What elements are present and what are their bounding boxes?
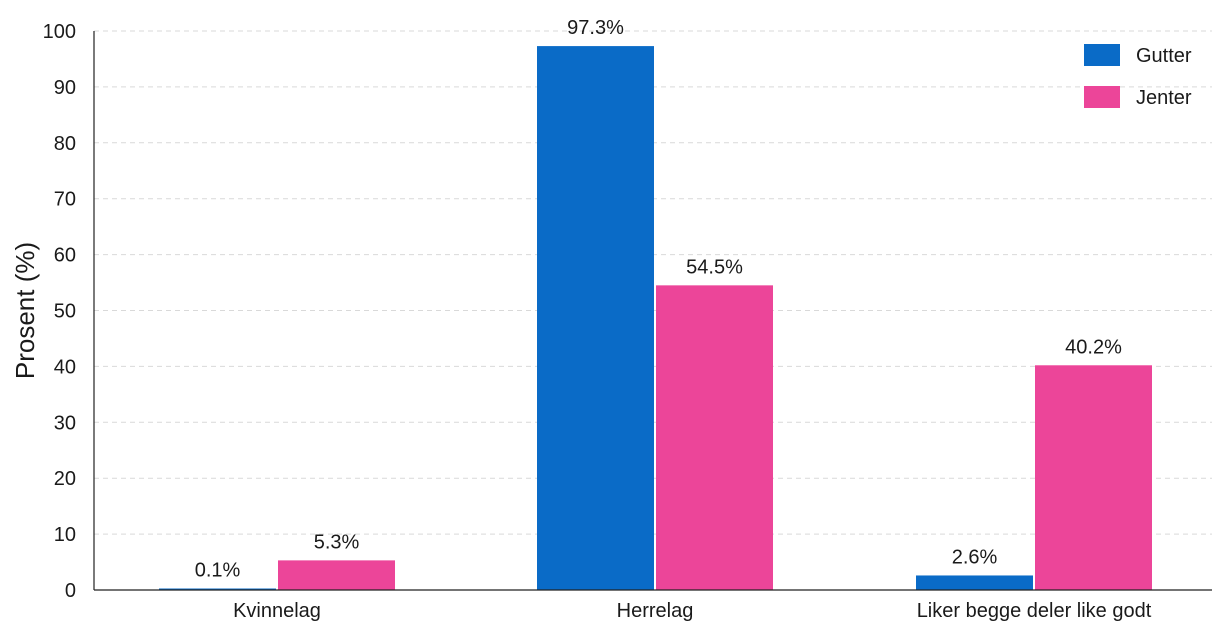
x-tick-label: Kvinnelag <box>233 600 321 622</box>
data-label: 54.5% <box>686 256 743 278</box>
axes <box>93 31 1212 591</box>
x-tick-label: Herrelag <box>617 600 694 622</box>
bar-gutter-0 <box>159 588 276 590</box>
y-tick-labels: 0 10 20 30 40 50 60 70 80 90 100 <box>43 21 76 602</box>
legend-swatch-jenter <box>1084 86 1120 108</box>
y-tick-label: 50 <box>54 301 76 323</box>
data-label: 40.2% <box>1065 336 1122 358</box>
y-tick-label: 60 <box>54 245 76 267</box>
bar-gutter-1 <box>537 46 654 590</box>
y-axis-title: Prosent (%) <box>10 242 40 379</box>
y-tick-label: 70 <box>54 189 76 211</box>
legend-label-jenter: Jenter <box>1136 87 1192 109</box>
x-tick-label: Liker begge deler like godt <box>917 600 1152 622</box>
x-tick-labels: Kvinnelag Herrelag Liker begge deler like … <box>233 600 1152 622</box>
bar-jenter-1 <box>656 285 773 590</box>
bar-jenter-0 <box>278 560 395 590</box>
legend-label-gutter: Gutter <box>1136 45 1192 67</box>
y-tick-label: 10 <box>54 524 76 546</box>
legend: Gutter Jenter <box>1084 44 1192 109</box>
y-tick-label: 30 <box>54 412 76 434</box>
bars <box>159 46 1152 590</box>
y-tick-label: 100 <box>43 21 76 43</box>
y-tick-label: 80 <box>54 133 76 155</box>
data-label: 97.3% <box>567 17 624 39</box>
y-tick-label: 90 <box>54 77 76 99</box>
y-tick-label: 40 <box>54 356 76 378</box>
legend-swatch-gutter <box>1084 44 1120 66</box>
data-label: 2.6% <box>952 546 998 568</box>
data-labels: 0.1% 5.3% 97.3% 54.5% 2.6% 40.2% <box>195 17 1122 581</box>
y-tick-label: 20 <box>54 468 76 490</box>
data-label: 0.1% <box>195 560 241 582</box>
data-label: 5.3% <box>314 531 360 553</box>
y-tick-label: 0 <box>65 580 76 602</box>
bar-gutter-2 <box>916 575 1033 590</box>
bar-jenter-2 <box>1035 365 1152 590</box>
